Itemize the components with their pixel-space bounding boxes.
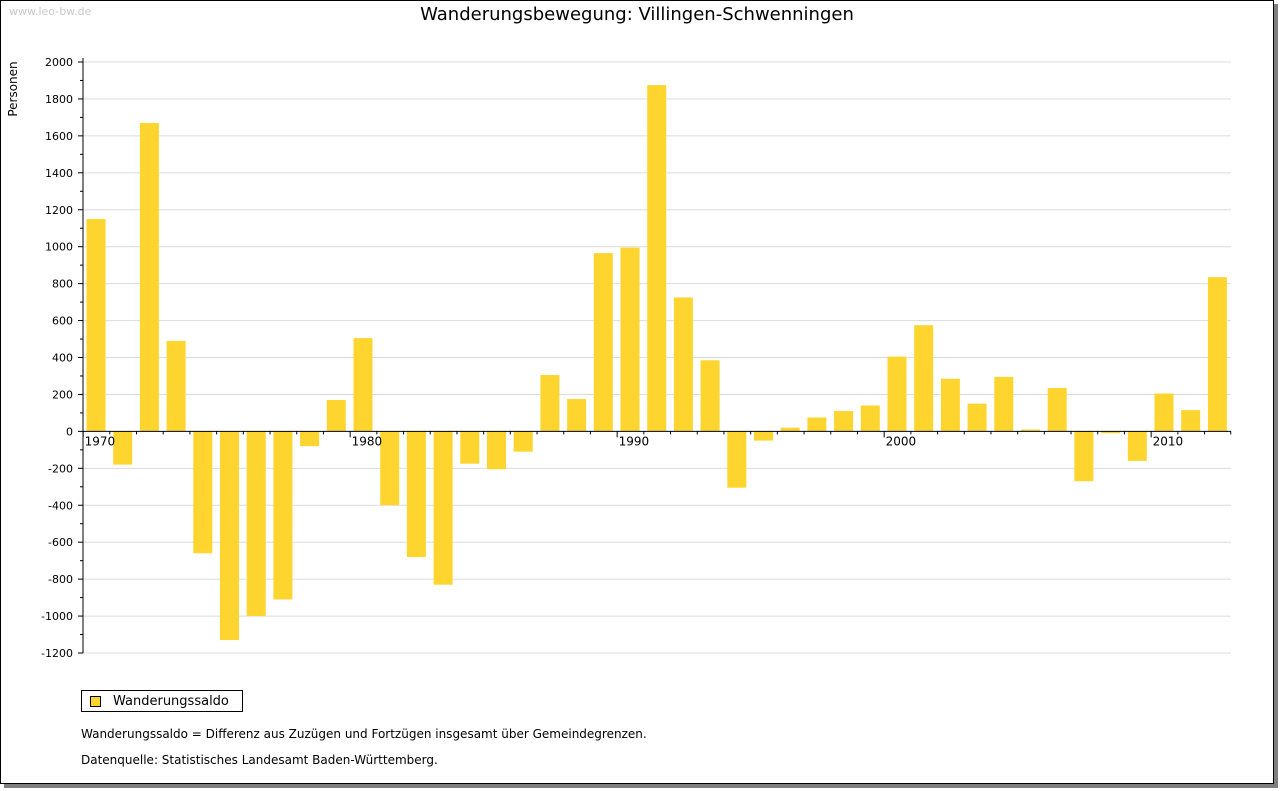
bar-1973 bbox=[166, 340, 186, 432]
bar-2011 bbox=[1181, 410, 1201, 432]
bar-1977 bbox=[273, 431, 293, 600]
y-tick-label: -600 bbox=[48, 536, 73, 549]
bar-1993 bbox=[700, 360, 720, 432]
y-tick-label: 800 bbox=[52, 278, 73, 291]
bar-1981 bbox=[380, 431, 400, 506]
bar-2006 bbox=[1047, 387, 1067, 432]
y-tick-label: -1200 bbox=[41, 647, 73, 660]
bar-2003 bbox=[967, 403, 987, 432]
y-tick-label: 1200 bbox=[45, 204, 73, 217]
bar-1987 bbox=[540, 375, 560, 432]
axes bbox=[78, 58, 1232, 654]
bar-1983 bbox=[433, 431, 453, 585]
bar-1971 bbox=[113, 431, 133, 465]
bar-1997 bbox=[807, 417, 827, 432]
bar-1998 bbox=[834, 411, 854, 432]
source-note: Datenquelle: Statistisches Landesamt Bad… bbox=[81, 753, 438, 767]
y-tick-label: 1800 bbox=[45, 93, 73, 106]
bar-1982 bbox=[406, 431, 426, 557]
y-axis-label: Personen bbox=[6, 61, 20, 116]
y-tick-label: 0 bbox=[66, 425, 73, 438]
x-tick-label: 1990 bbox=[619, 434, 650, 448]
bar-1990 bbox=[620, 247, 640, 432]
y-tick-label: 600 bbox=[52, 315, 73, 328]
x-tick-label: 2010 bbox=[1153, 434, 1184, 448]
y-tick-label: 400 bbox=[52, 352, 73, 365]
legend: Wanderungssaldo bbox=[81, 690, 243, 712]
bar-2001 bbox=[914, 325, 934, 432]
y-tick-label: 200 bbox=[52, 388, 73, 401]
bars bbox=[86, 85, 1227, 641]
bar-chart: -1200 -1000 -800 -600 -400 -200 0 200 400 600 800 1… bbox=[6, 56, 1232, 660]
bar-2009 bbox=[1127, 431, 1147, 461]
bar-1984 bbox=[460, 431, 480, 464]
y-tick-label: 1400 bbox=[45, 167, 73, 180]
tick-labels: -1200 -1000 -800 -600 -400 -200 0 200 400 600 800 1… bbox=[41, 56, 1183, 660]
y-tick-label: -200 bbox=[48, 462, 73, 475]
bar-2010 bbox=[1154, 393, 1174, 432]
bar-1980 bbox=[353, 338, 373, 432]
x-tick-label: 2000 bbox=[886, 434, 917, 448]
bar-2012 bbox=[1207, 277, 1227, 432]
bar-1999 bbox=[860, 405, 880, 432]
watermark: www.leo-bw.de bbox=[9, 5, 92, 18]
y-tick-label: 1600 bbox=[45, 130, 73, 143]
bar-1988 bbox=[567, 399, 587, 432]
bar-1974 bbox=[193, 431, 213, 554]
definition-note: Wanderungssaldo = Differenz aus Zuzügen … bbox=[81, 727, 647, 741]
bar-1985 bbox=[487, 431, 506, 470]
bar-2005 bbox=[1021, 429, 1040, 432]
bar-1970 bbox=[86, 218, 106, 432]
bar-1972 bbox=[139, 122, 159, 432]
bar-2008 bbox=[1101, 431, 1121, 434]
bar-1989 bbox=[593, 253, 613, 432]
chart-title: Wanderungsbewegung: Villingen-Schwenning… bbox=[420, 4, 854, 25]
bar-1986 bbox=[513, 431, 533, 452]
legend-swatch bbox=[90, 695, 101, 707]
x-tick-label: 1970 bbox=[85, 434, 116, 448]
bar-1992 bbox=[673, 297, 693, 432]
legend-label: Wanderungssaldo bbox=[113, 693, 229, 709]
y-tick-label: 1000 bbox=[45, 241, 73, 254]
x-tick-label: 1980 bbox=[352, 434, 383, 448]
y-tick-label: -800 bbox=[48, 573, 73, 586]
bar-2000 bbox=[887, 356, 907, 432]
bar-2004 bbox=[994, 376, 1014, 432]
bar-1978 bbox=[300, 431, 320, 447]
bar-1996 bbox=[780, 427, 800, 432]
bar-1975 bbox=[220, 431, 239, 641]
bar-1991 bbox=[647, 85, 667, 432]
bar-1994 bbox=[727, 431, 747, 488]
bar-1976 bbox=[246, 431, 266, 617]
y-tick-label: 2000 bbox=[45, 56, 73, 69]
bar-1995 bbox=[754, 431, 773, 441]
bar-2007 bbox=[1074, 431, 1094, 482]
bar-1979 bbox=[326, 399, 346, 432]
bar-2002 bbox=[940, 378, 960, 432]
y-tick-label: -400 bbox=[48, 499, 73, 512]
y-tick-label: -1000 bbox=[41, 610, 73, 623]
